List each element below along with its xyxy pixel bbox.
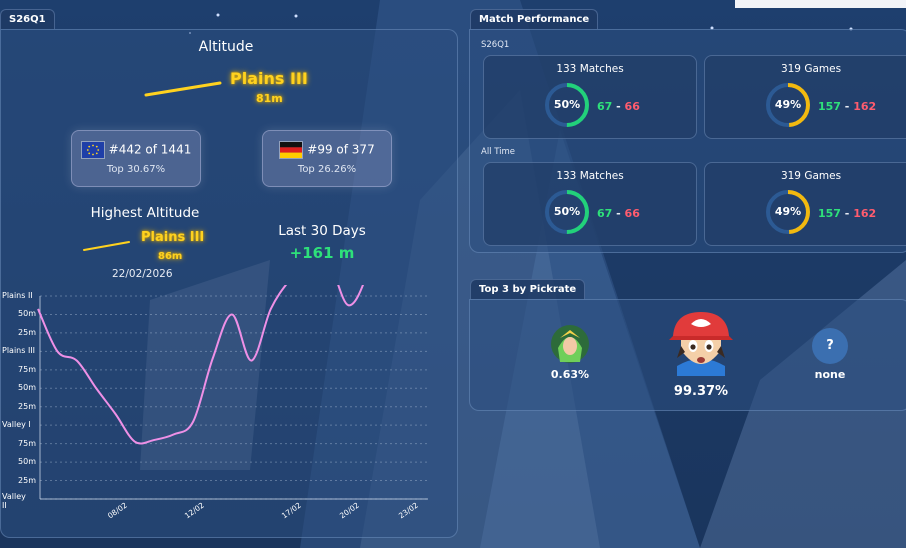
match-performance-tab[interactable]: Match Performance bbox=[470, 9, 599, 29]
y-tick-label: Plains II bbox=[2, 291, 33, 300]
alltime-stat-card: 133 Matches 50% 67 - 66 bbox=[483, 162, 697, 246]
wins-count: 157 bbox=[818, 207, 841, 220]
win-loss-record: 67 - 66 bbox=[597, 207, 640, 220]
stat-card-title: 133 Matches bbox=[556, 63, 624, 75]
y-tick-label: Plains III bbox=[2, 346, 36, 356]
highest-rank-name: Plains III bbox=[141, 230, 205, 245]
country-rank-card: #99 of 377 Top 26.26% bbox=[262, 130, 392, 187]
season-stat-card: 133 Matches 50% 67 - 66 bbox=[483, 55, 697, 139]
wins-count: 157 bbox=[818, 100, 841, 113]
losses-count: 66 bbox=[624, 100, 640, 113]
y-tick-label: 50m bbox=[18, 457, 36, 467]
rank-name: Plains III bbox=[230, 69, 308, 88]
y-tick-label: 25m bbox=[18, 401, 36, 411]
stat-card-title: 133 Matches bbox=[556, 170, 624, 182]
winrate-ring bbox=[766, 83, 810, 127]
alltime-stat-card: 319 Games 49% 157 - 162 bbox=[704, 162, 906, 246]
germany-flag-icon bbox=[279, 141, 304, 159]
stat-card-title: 319 Games bbox=[780, 170, 842, 182]
eu-flag-icon bbox=[80, 141, 105, 159]
highest-altitude-date: 22/02/2026 bbox=[112, 268, 173, 280]
winrate-percent: 50% bbox=[553, 205, 581, 218]
region-rank-label: #442 of 1441 bbox=[108, 142, 192, 157]
pickrate-char-1-pct: 0.63% bbox=[550, 368, 590, 381]
y-tick-label: 25m bbox=[18, 327, 36, 337]
winrate-ring bbox=[545, 83, 589, 127]
altitude-title: Altitude bbox=[198, 39, 254, 55]
pickrate-tab[interactable]: Top 3 by Pickrate bbox=[470, 279, 586, 299]
winrate-percent: 49% bbox=[774, 205, 802, 218]
season-stat-card: 319 Games 49% 157 - 162 bbox=[704, 55, 906, 139]
unknown-character-icon: ? bbox=[812, 328, 848, 364]
highest-rank-meters: 86m bbox=[158, 251, 183, 262]
pickrate-char-3[interactable]: ? none bbox=[800, 328, 860, 384]
highest-altitude-title: Highest Altitude bbox=[90, 205, 200, 221]
pickrate-char-1[interactable]: 0.63% bbox=[540, 324, 600, 384]
pickrate-char-2-pct: 99.37% bbox=[673, 384, 729, 399]
rank-meters: 81m bbox=[256, 92, 283, 105]
winrate-percent: 50% bbox=[553, 98, 581, 111]
season-tab[interactable]: S26Q1 bbox=[0, 9, 55, 29]
y-tick-label: 50m bbox=[18, 309, 36, 319]
wins-count: 67 bbox=[597, 100, 613, 113]
winrate-percent: 49% bbox=[774, 98, 802, 111]
losses-count: 162 bbox=[853, 207, 877, 220]
win-loss-record: 67 - 66 bbox=[597, 100, 640, 113]
rank-stripe-icon bbox=[144, 81, 222, 97]
y-tick-label: 75m bbox=[18, 364, 36, 374]
win-loss-record: 157 - 162 bbox=[818, 207, 877, 220]
losses-count: 162 bbox=[853, 100, 877, 113]
country-top-percent: Top 26.26% bbox=[297, 164, 357, 175]
winrate-ring bbox=[545, 190, 589, 234]
palutena-avatar-icon bbox=[551, 325, 589, 363]
pickrate-char-3-pct: none bbox=[814, 368, 846, 381]
pokemon-trainer-avatar-icon bbox=[669, 312, 733, 376]
stat-card-title: 319 Games bbox=[780, 63, 842, 75]
winrate-ring bbox=[766, 190, 810, 234]
wins-count: 67 bbox=[597, 207, 613, 220]
region-rank-card: #442 of 1441 Top 30.67% bbox=[71, 130, 201, 187]
last-30-days-title: Last 30 Days bbox=[278, 223, 366, 239]
pickrate-char-2[interactable]: 99.37% bbox=[660, 306, 742, 402]
altitude-series-line bbox=[37, 285, 365, 445]
altitude-panel bbox=[0, 29, 458, 538]
y-tick-label: 50m bbox=[18, 383, 36, 393]
last-30-days-value: +161 m bbox=[289, 244, 355, 262]
y-tick-label: Valley II bbox=[2, 492, 26, 510]
altitude-chart bbox=[37, 285, 428, 500]
y-tick-label: Valley I bbox=[2, 420, 31, 430]
season-section-label: S26Q1 bbox=[481, 40, 510, 50]
country-rank-label: #99 of 377 bbox=[307, 142, 375, 157]
losses-count: 66 bbox=[624, 207, 640, 220]
win-loss-record: 157 - 162 bbox=[818, 100, 877, 113]
y-tick-label: 75m bbox=[18, 438, 36, 448]
highest-rank-stripe-icon bbox=[83, 241, 130, 251]
alltime-section-label: All Time bbox=[481, 147, 516, 157]
y-tick-label: 25m bbox=[18, 475, 36, 485]
region-top-percent: Top 30.67% bbox=[106, 164, 166, 175]
